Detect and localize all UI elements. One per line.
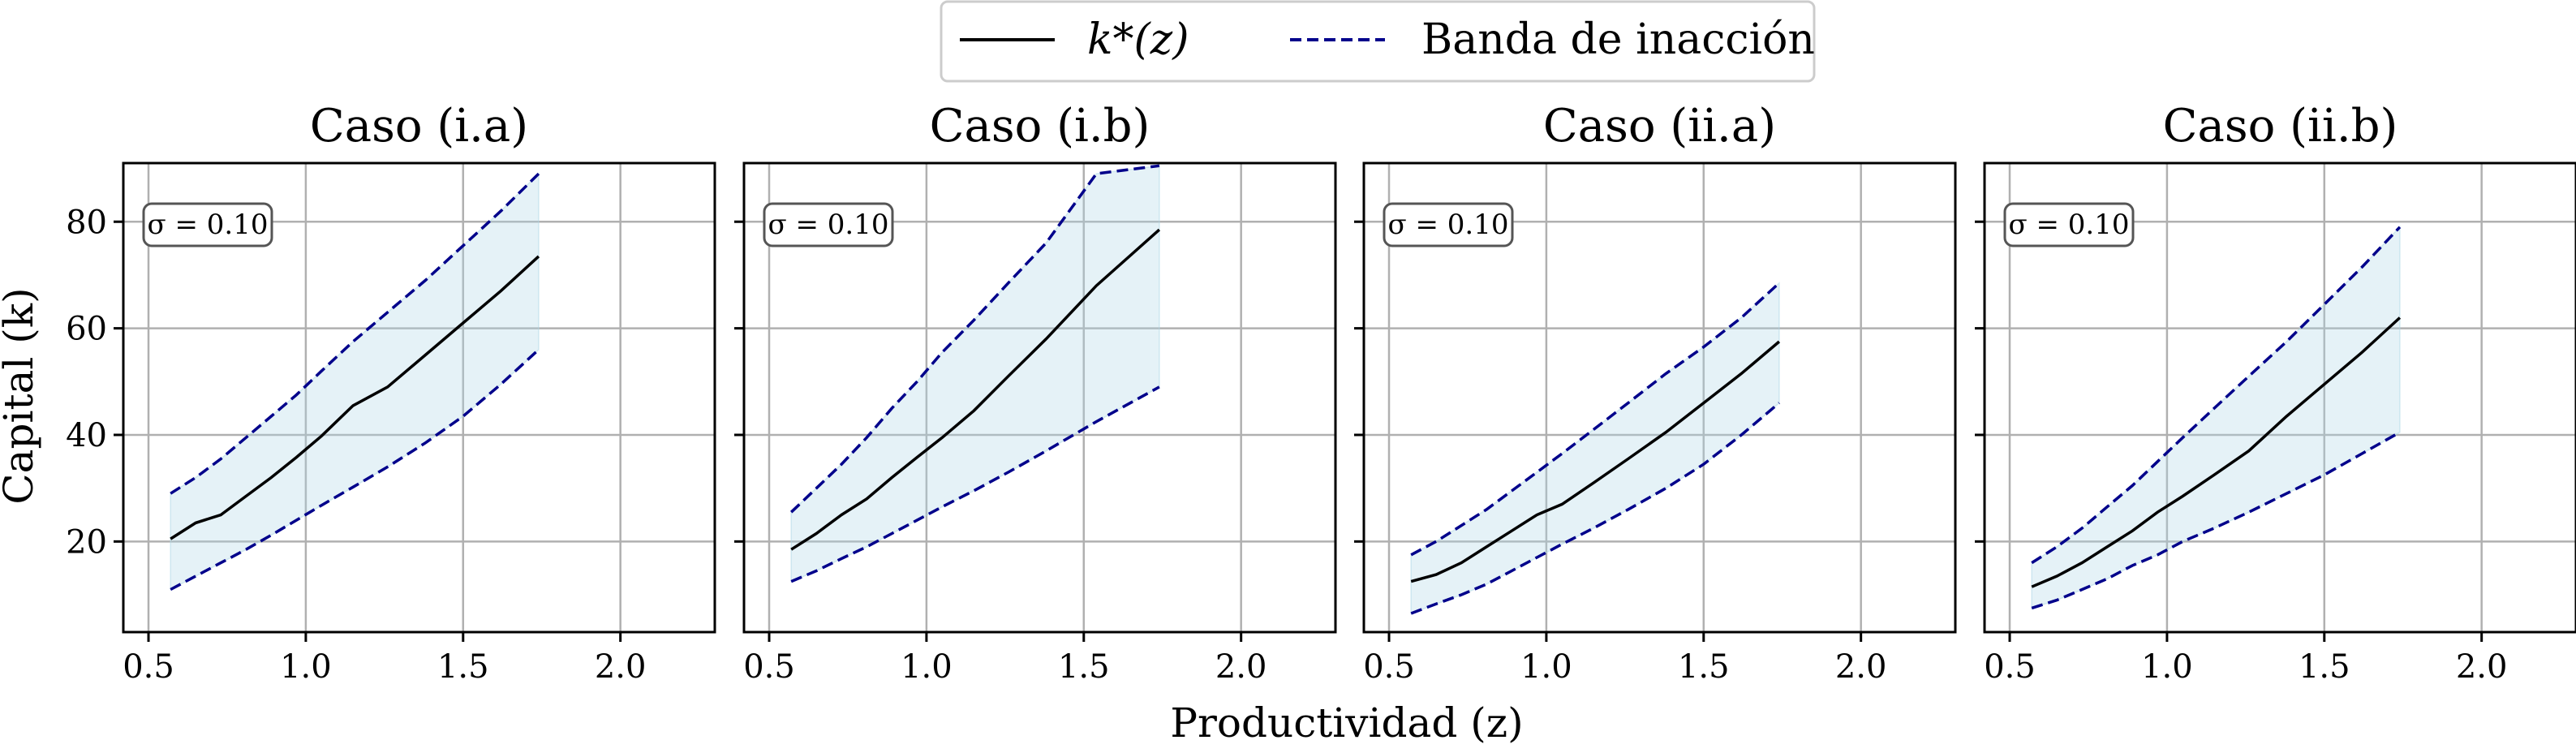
sigma-annotation: σ = 0.10 bbox=[147, 209, 268, 241]
plot-frame bbox=[1983, 161, 2576, 634]
x-tick-label: 2.0 bbox=[1835, 648, 1887, 686]
y-tick-label: 40 bbox=[66, 417, 107, 454]
panel-1: 0.5 1.0 1.5 2.0 20 40 60 80 σ = 0.10 Caso (i.a) bbox=[66, 100, 716, 686]
x-tick-label: 2.0 bbox=[1215, 648, 1267, 686]
x-tick-label: 1.0 bbox=[280, 648, 332, 686]
sigma-annotation-box bbox=[1383, 202, 1514, 247]
panel-title: Caso (i.b) bbox=[930, 100, 1150, 153]
sigma-annotation-box bbox=[2003, 202, 2135, 247]
x-axis-label: Productividad (z) bbox=[1170, 699, 1523, 747]
band-upper-line bbox=[789, 164, 1160, 514]
band-upper-line bbox=[1410, 282, 1781, 557]
sigma-annotation-box bbox=[142, 202, 273, 247]
x-tick-label: 2.0 bbox=[2456, 648, 2508, 686]
legend-band-label: Banda de inacción bbox=[1421, 15, 1815, 64]
x-tick-label: 1.0 bbox=[2141, 648, 2193, 686]
panel-2: 0.5 1.0 1.5 2.0 σ = 0.10 Caso (i.b) bbox=[734, 100, 1337, 686]
x-tick-label: 1.0 bbox=[1520, 648, 1572, 686]
panel-4: 0.5 1.0 1.5 2.0 σ = 0.10 Caso (ii.b) bbox=[1975, 100, 2576, 686]
kstar-line bbox=[170, 255, 540, 540]
x-tick-label: 1.5 bbox=[1678, 648, 1730, 686]
x-tick-label: 1.5 bbox=[1058, 648, 1110, 686]
band-lower-line bbox=[170, 348, 540, 592]
sigma-annotation: σ = 0.10 bbox=[768, 209, 888, 241]
x-tick-label: 0.5 bbox=[123, 648, 174, 686]
legend: k*(z) Banda de inacción bbox=[940, 0, 1816, 83]
x-tick-label: 1.5 bbox=[437, 648, 489, 686]
band-lower-line bbox=[790, 385, 1160, 583]
legend-kstar-label: k*(z) bbox=[1087, 15, 1189, 64]
band-upper-line bbox=[2031, 226, 2402, 565]
panel-title: Caso (i.a) bbox=[310, 100, 528, 153]
plot-frame bbox=[122, 161, 716, 634]
plot-frame bbox=[1362, 161, 1957, 634]
band-upper-line bbox=[170, 172, 540, 495]
x-tick-label: 1.5 bbox=[2299, 648, 2350, 686]
panel-3: 0.5 1.0 1.5 2.0 σ = 0.10 Caso (ii.a) bbox=[1354, 100, 1957, 686]
sigma-annotation-box bbox=[763, 202, 894, 247]
kstar-line bbox=[1410, 340, 1781, 583]
y-tick-label: 80 bbox=[66, 204, 107, 241]
x-tick-label: 0.5 bbox=[1363, 648, 1415, 686]
sigma-annotation: σ = 0.10 bbox=[2008, 209, 2129, 241]
band-lower-line bbox=[2031, 431, 2401, 610]
panel-title: Caso (ii.b) bbox=[2163, 100, 2398, 153]
x-tick-label: 0.5 bbox=[743, 648, 795, 686]
kstar-line bbox=[790, 228, 1161, 551]
sigma-annotation: σ = 0.10 bbox=[1387, 209, 1508, 241]
plot-frame bbox=[742, 161, 1337, 634]
kstar-line bbox=[2031, 316, 2402, 588]
y-axis-label: Capital (k) bbox=[0, 287, 42, 504]
x-tick-label: 1.0 bbox=[901, 648, 953, 686]
x-tick-label: 0.5 bbox=[1984, 648, 2036, 686]
y-tick-label: 60 bbox=[66, 311, 107, 348]
panel-title: Caso (ii.a) bbox=[1543, 100, 1776, 153]
band-lower-line bbox=[1410, 402, 1781, 615]
y-tick-label: 20 bbox=[66, 523, 107, 561]
x-tick-label: 2.0 bbox=[595, 648, 647, 686]
